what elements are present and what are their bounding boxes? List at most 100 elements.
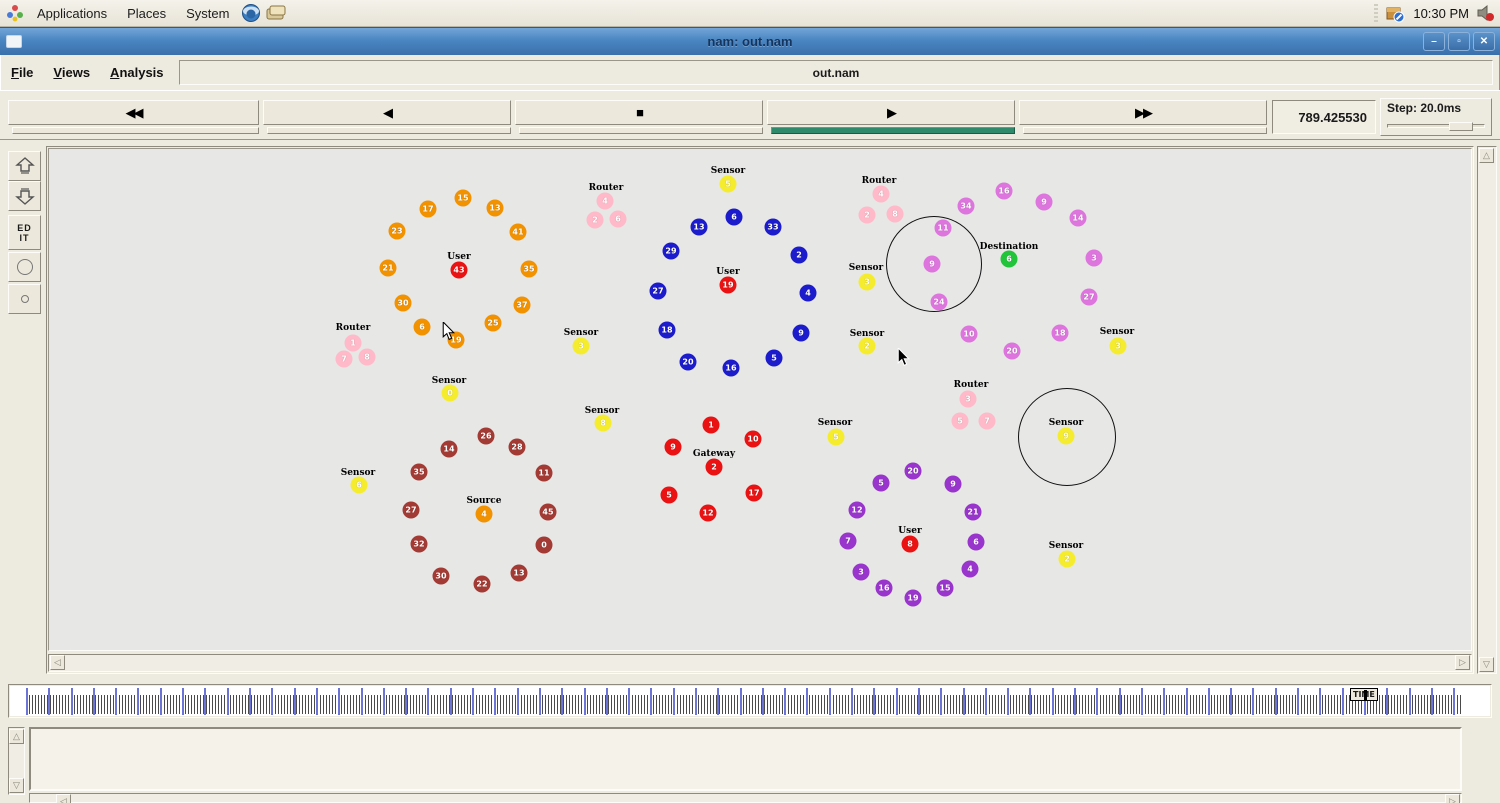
network-node-pink[interactable]: 7: [335, 350, 353, 368]
network-node-brown[interactable]: 28: [508, 438, 526, 456]
network-node-brown[interactable]: 27: [402, 501, 420, 519]
browser-globe-icon[interactable]: [241, 3, 261, 23]
network-node-purple[interactable]: 4: [961, 560, 979, 578]
network-node-violet[interactable]: 24: [930, 293, 948, 311]
network-node-red[interactable]: 12: [699, 504, 717, 522]
network-node-orange[interactable]: 35: [520, 260, 538, 278]
canvas-hscrollbar[interactable]: ◁ ▷: [48, 654, 1472, 672]
clock[interactable]: 10:30 PM: [1413, 5, 1469, 21]
network-node-purple[interactable]: 16: [875, 579, 893, 597]
network-node-yellow[interactable]: 2: [1058, 550, 1076, 568]
network-node-orange[interactable]: 21: [379, 259, 397, 277]
network-node-yellow[interactable]: 5: [827, 428, 845, 446]
network-node-violet[interactable]: 16: [995, 182, 1013, 200]
maximize-button[interactable]: ▫: [1448, 32, 1470, 51]
big-circle-tool-button[interactable]: [8, 252, 41, 282]
rewind-button[interactable]: ◀◀: [8, 100, 259, 125]
window-menu-icon[interactable]: [6, 35, 22, 48]
network-node-yellow[interactable]: 0: [441, 384, 459, 402]
network-node-orange[interactable]: 37: [513, 296, 531, 314]
panel-grip[interactable]: [1374, 4, 1379, 22]
network-node-brown[interactable]: 11: [535, 464, 553, 482]
network-node-pink[interactable]: 8: [358, 348, 376, 366]
back-play-button[interactable]: ◀: [263, 100, 511, 125]
network-node-blue[interactable]: 20: [679, 353, 697, 371]
titlebar[interactable]: nam: out.nam – ▫ ✕: [0, 27, 1500, 55]
network-node-brown[interactable]: 22: [473, 575, 491, 593]
network-node-blue[interactable]: 27: [649, 282, 667, 300]
network-node-orange[interactable]: 15: [454, 189, 472, 207]
network-node-purple[interactable]: 9: [944, 475, 962, 493]
menu-views[interactable]: Views: [53, 65, 91, 80]
network-node-orange[interactable]: 30: [394, 294, 412, 312]
network-node-pink[interactable]: 2: [586, 211, 604, 229]
timeline-ticks[interactable]: TIME: [10, 686, 1490, 716]
scroll-right-icon[interactable]: ▷: [1455, 655, 1470, 670]
network-node-blue[interactable]: 29: [662, 242, 680, 260]
network-node-pink[interactable]: 4: [872, 185, 890, 203]
network-node-blue[interactable]: 5: [765, 349, 783, 367]
network-node-yellow[interactable]: 5: [719, 175, 737, 193]
network-node-blue[interactable]: 6: [725, 208, 743, 226]
close-button[interactable]: ✕: [1473, 32, 1495, 51]
network-node-brown[interactable]: 26: [477, 427, 495, 445]
network-node-orange[interactable]: 17: [419, 200, 437, 218]
network-node-red[interactable]: 8: [901, 535, 919, 553]
network-node-brown[interactable]: 14: [440, 440, 458, 458]
bottom-scroll-down-icon[interactable]: ▽: [9, 778, 24, 793]
network-node-violet[interactable]: 11: [934, 219, 952, 237]
network-node-violet[interactable]: 9: [1035, 193, 1053, 211]
network-node-pink[interactable]: 2: [858, 206, 876, 224]
network-node-purple[interactable]: 15: [936, 579, 954, 597]
network-node-brown[interactable]: 32: [410, 535, 428, 553]
scroll-up-icon[interactable]: △: [1479, 148, 1494, 163]
play-button[interactable]: ▶: [767, 100, 1015, 125]
network-node-yellow[interactable]: 3: [1109, 337, 1127, 355]
network-node-violet[interactable]: 18: [1051, 324, 1069, 342]
volume-icon[interactable]: [1476, 4, 1496, 22]
menu-file[interactable]: File: [11, 65, 34, 80]
network-node-orange[interactable]: 6: [413, 318, 431, 336]
network-node-violet[interactable]: 10: [960, 325, 978, 343]
network-node-red[interactable]: 5: [660, 486, 678, 504]
network-node-brown[interactable]: 35: [410, 463, 428, 481]
network-node-red[interactable]: 1: [702, 416, 720, 434]
network-node-orange[interactable]: 19: [447, 331, 465, 349]
network-node-blue[interactable]: 13: [690, 218, 708, 236]
network-node-blue[interactable]: 16: [722, 359, 740, 377]
network-node-violet[interactable]: 20: [1003, 342, 1021, 360]
network-node-purple[interactable]: 3: [852, 563, 870, 581]
network-node-pink[interactable]: 5: [951, 412, 969, 430]
documents-icon[interactable]: [265, 4, 287, 22]
edit-button[interactable]: ED IT: [8, 215, 41, 250]
zoom-out-button[interactable]: [8, 181, 41, 211]
network-node-blue[interactable]: 4: [799, 284, 817, 302]
network-node-violet[interactable]: 14: [1069, 209, 1087, 227]
nam-canvas[interactable]: 15 17 23 21 30 6 19 25 37 35 41 13 43 6 13 33 29 2 27 4 18 9 2…: [48, 148, 1472, 651]
bottom-scroll-left-icon[interactable]: ◁: [56, 794, 71, 803]
network-node-purple[interactable]: 20: [904, 462, 922, 480]
small-circle-tool-button[interactable]: [8, 284, 41, 314]
scroll-left-icon[interactable]: ◁: [50, 655, 65, 670]
network-node-pink[interactable]: 8: [886, 205, 904, 223]
menu-system[interactable]: System: [186, 5, 230, 21]
network-node-pink[interactable]: 1: [344, 334, 362, 352]
network-node-brown[interactable]: 30: [432, 567, 450, 585]
network-node-red[interactable]: 43: [450, 261, 468, 279]
network-node-brown[interactable]: 0: [535, 536, 553, 554]
network-node-pink[interactable]: 4: [596, 192, 614, 210]
network-node-pink[interactable]: 7: [978, 412, 996, 430]
menu-places[interactable]: Places: [127, 5, 167, 21]
menu-analysis[interactable]: Analysis: [110, 65, 164, 80]
network-node-blue[interactable]: 33: [764, 218, 782, 236]
network-node-purple[interactable]: 19: [904, 589, 922, 607]
network-node-yellow[interactable]: 8: [594, 414, 612, 432]
network-node-pink[interactable]: 3: [959, 390, 977, 408]
stop-button[interactable]: ■: [515, 100, 763, 125]
network-node-purple[interactable]: 5: [872, 474, 890, 492]
network-node-red[interactable]: 19: [719, 276, 737, 294]
bottom-scroll-right-icon[interactable]: ▷: [1445, 794, 1460, 803]
scroll-down-icon[interactable]: ▽: [1479, 657, 1494, 672]
annotation-area[interactable]: [29, 727, 1462, 791]
network-node-brown[interactable]: 45: [539, 503, 557, 521]
